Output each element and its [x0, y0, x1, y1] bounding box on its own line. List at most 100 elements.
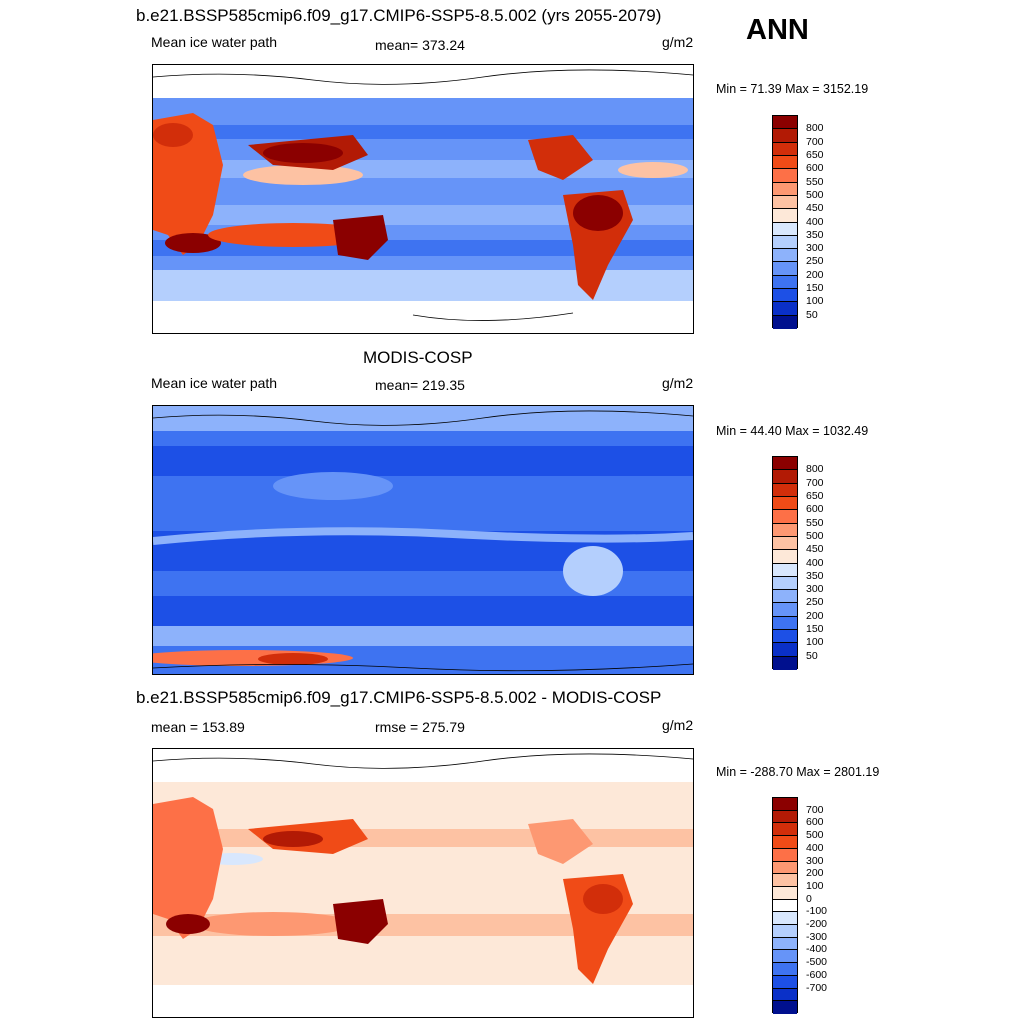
colorbar-tick-label: -600 [806, 968, 828, 981]
colorbar-segment [773, 222, 797, 236]
units-label: g/m2 [662, 34, 694, 50]
colorbar-tick-label: 600 [806, 816, 824, 829]
min-max-label: Min = 71.39 Max = 3152.19 [716, 82, 869, 96]
colorbar-segment [773, 988, 797, 1002]
colorbar-diff [772, 797, 798, 1014]
colorbar-segment [773, 209, 797, 223]
colorbar-tick-label: 500 [806, 188, 824, 201]
colorbar-tick-label: -200 [806, 918, 828, 931]
variable-label: Mean ice water path [151, 375, 278, 391]
colorbar-model [772, 115, 798, 329]
panel-title: MODIS-COSP [363, 348, 473, 367]
colorbar-tick-label: 50 [806, 308, 818, 321]
colorbar-segment [773, 510, 797, 524]
panel-title: b.e21.BSSP585cmip6.f09_g17.CMIP6-SSP5-8.… [136, 6, 662, 25]
colorbar-tick-label: 400 [806, 215, 824, 228]
colorbar-tick-label: 400 [806, 841, 824, 854]
colorbar-segment [773, 925, 797, 938]
colorbar-segment [773, 603, 797, 617]
colorbar-tick-label: 650 [806, 489, 824, 502]
colorbar-segment [773, 496, 797, 511]
colorbar-segment [773, 563, 797, 577]
colorbar-segment [773, 550, 797, 564]
colorbar-segment [773, 302, 797, 316]
colorbar-segment [773, 470, 797, 484]
colorbar-tick-label: 700 [806, 476, 824, 489]
units-label: g/m2 [662, 717, 694, 733]
colorbar-segment [773, 249, 797, 263]
colorbar-segment [773, 195, 797, 210]
colorbar-segment [773, 937, 797, 951]
colorbar-segment [773, 129, 797, 143]
variable-label: Mean ice water path [151, 34, 278, 50]
panel-title: b.e21.BSSP585cmip6.f09_g17.CMIP6-SSP5-8.… [136, 688, 662, 707]
colorbar-segment [773, 912, 797, 926]
colorbar-segment [773, 182, 797, 196]
colorbar-tick-label: 650 [806, 148, 824, 161]
min-max-label: Min = -288.70 Max = 2801.19 [716, 765, 880, 779]
colorbar-segment [773, 950, 797, 964]
colorbar-segment [773, 886, 797, 900]
units-label: g/m2 [662, 375, 694, 391]
colorbar-tick-label: 350 [806, 569, 824, 582]
colorbar-tick-label: 100 [806, 879, 824, 892]
colorbar-tick-label: 450 [806, 202, 824, 215]
colorbar-segment [773, 155, 797, 170]
colorbar-tick-label: -500 [806, 956, 828, 969]
colorbar-segment [773, 656, 797, 670]
colorbar-segment [773, 590, 797, 604]
colorbar-segment [773, 874, 797, 887]
colorbar-tick-label: 700 [806, 135, 824, 148]
colorbar-segment [773, 643, 797, 657]
colorbar-tick-label: 250 [806, 596, 824, 609]
map-obs [152, 405, 694, 675]
colorbar-segment [773, 116, 797, 130]
colorbar-tick-label: 50 [806, 649, 818, 662]
colorbar-tick-label: 450 [806, 543, 824, 556]
colorbar-segment [773, 861, 797, 875]
colorbar-segment [773, 975, 797, 989]
colorbar-tick-label: 100 [806, 636, 824, 649]
colorbar-tick-label: 200 [806, 268, 824, 281]
colorbar-segment [773, 630, 797, 644]
colorbar-tick-label: 800 [806, 122, 824, 135]
colorbar-segment [773, 536, 797, 551]
colorbar-segment [773, 823, 797, 837]
colorbar-tick-label: 100 [806, 295, 824, 308]
colorbar-tick-label: 0 [806, 892, 812, 905]
mean-label: mean= 219.35 [375, 377, 465, 393]
colorbar-tick-label: -300 [806, 930, 828, 943]
colorbar-segment [773, 899, 797, 913]
colorbar-tick-label: 150 [806, 282, 824, 295]
colorbar-segment [773, 262, 797, 276]
colorbar-tick-label: 300 [806, 242, 824, 255]
colorbar-segment [773, 1001, 797, 1014]
rmse-label: rmse = 275.79 [375, 719, 465, 735]
colorbar-segment [773, 836, 797, 849]
colorbar-tick-label: 200 [806, 867, 824, 880]
colorbar-segment [773, 810, 797, 824]
colorbar-tick-label: 150 [806, 623, 824, 636]
colorbar-segment [773, 483, 797, 497]
map-diff [152, 748, 694, 1018]
colorbar-segment [773, 457, 797, 471]
season-label: ANN [746, 14, 809, 46]
colorbar-tick-label: 600 [806, 162, 824, 175]
colorbar-tick-label: 550 [806, 516, 824, 529]
min-max-label: Min = 44.40 Max = 1032.49 [716, 424, 869, 438]
colorbar-segment [773, 235, 797, 250]
map-model [152, 64, 694, 334]
colorbar-segment [773, 523, 797, 537]
colorbar-tick-label: 300 [806, 583, 824, 596]
colorbar-obs [772, 456, 798, 670]
colorbar-tick-label: 350 [806, 228, 824, 241]
colorbar-segment [773, 798, 797, 811]
colorbar-tick-label: 600 [806, 503, 824, 516]
colorbar-segment [773, 289, 797, 303]
colorbar-segment [773, 315, 797, 329]
colorbar-tick-label: -100 [806, 905, 828, 918]
colorbar-tick-label: 500 [806, 529, 824, 542]
colorbar-tick-label: 300 [806, 854, 824, 867]
mean-label: mean= 373.24 [375, 37, 465, 53]
colorbar-tick-label: 800 [806, 463, 824, 476]
